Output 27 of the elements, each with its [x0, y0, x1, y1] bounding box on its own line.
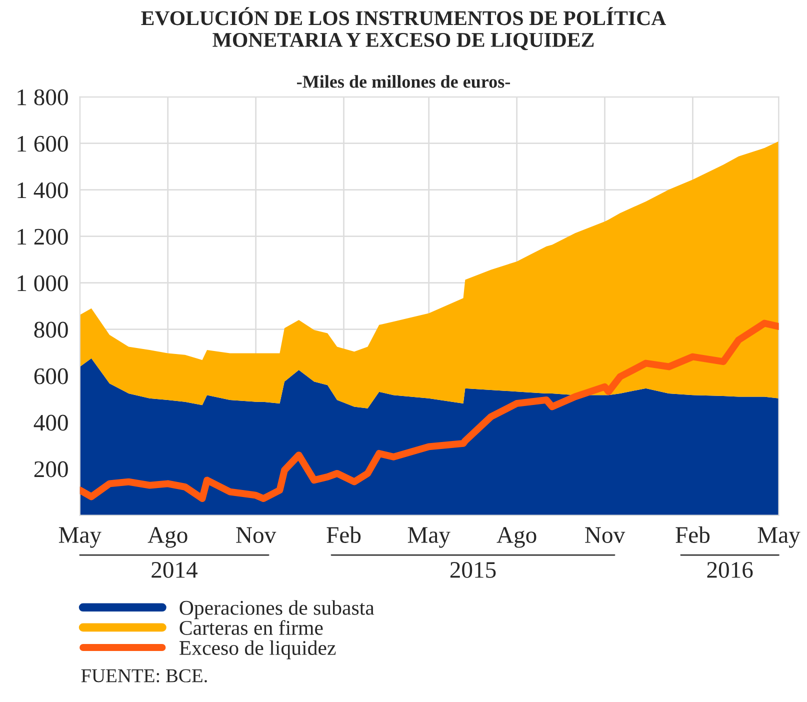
x-tick-label: Feb [326, 526, 361, 543]
x-tick-label: Nov [585, 527, 626, 543]
x-tick-label: May [408, 527, 450, 548]
x-tick-label: Ago [496, 527, 536, 548]
y-tick-label: 600 [34, 368, 68, 384]
legend-label: Exceso de liquidez [179, 640, 336, 660]
legend-label: Operaciones de subasta [180, 600, 374, 620]
y-tick-label: 400 [34, 414, 68, 431]
y-tick-label: 1 000 [18, 275, 68, 292]
x-tick-label: May [58, 527, 102, 548]
chart-subtitle: -Miles de millones de euros- [297, 75, 510, 88]
text: 2014 [152, 562, 198, 578]
x-tick-label: Feb [676, 526, 710, 543]
y-tick-label: 1 200 [18, 228, 68, 245]
chart-title: EVOLUCIÓN DE LOS INSTRUMENTOS DE POLÍTICA MONETARIA Y EXCESO DE LIQUIDEZ [141, 7, 666, 50]
text: 2015 [450, 562, 496, 578]
y-tick-label: 1 800 [18, 89, 68, 106]
source-note: FUENTE: BCE. [81, 669, 207, 682]
legend-label: Carteras en firme [180, 620, 323, 635]
text: 2016 [707, 562, 753, 578]
x-tick-label: Ago [148, 527, 188, 548]
x-tick-label: May [758, 527, 800, 548]
y-tick-label: 800 [34, 322, 68, 338]
x-tick-label: Nov [236, 527, 276, 543]
y-tick-label: 1 600 [18, 136, 68, 152]
y-tick-label: 1 400 [18, 182, 68, 198]
y-tick-label: 200 [34, 461, 68, 478]
